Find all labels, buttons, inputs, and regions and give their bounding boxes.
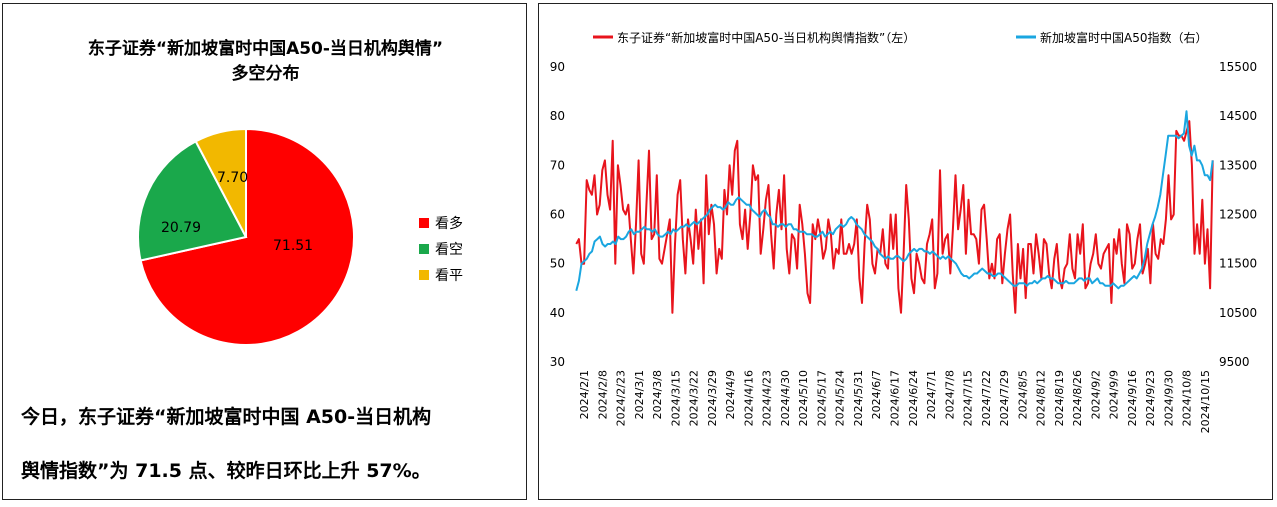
- x-tick-31: 2024/9/23: [1144, 370, 1157, 426]
- pie-value-label-0: 71.51: [273, 238, 313, 254]
- pie-slice-0: [139, 127, 355, 346]
- x-tick-24: 2024/8/5: [1016, 370, 1029, 419]
- x-tick-11: 2024/4/30: [779, 370, 792, 426]
- y-left-tick-1: 40: [550, 306, 565, 320]
- pie-slice-1: [137, 140, 248, 262]
- x-tick-9: 2024/4/16: [742, 370, 755, 426]
- legend-swatch-1: [419, 244, 429, 254]
- line-chart-panel: 30 40 50 60 70 80 90 9500 10500 11500 12500 13500 14…: [538, 3, 1273, 500]
- pie-value-label-2: 7.70: [217, 170, 248, 186]
- x-tick-32: 2024/9/30: [1162, 370, 1175, 426]
- y-right-tick-6: 15500: [1219, 60, 1257, 74]
- y-left-tick-5: 80: [550, 109, 565, 123]
- x-tick-18: 2024/6/24: [907, 370, 920, 426]
- legend-text-0: 东子证券“新加坡富时中国A50-当日机构舆情指数”（左）: [617, 30, 915, 45]
- x-tick-28: 2024/9/2: [1089, 370, 1102, 419]
- x-tick-17: 2024/6/17: [889, 370, 902, 426]
- x-tick-27: 2024/8/26: [1071, 370, 1084, 426]
- legend-swatch-2: [419, 270, 429, 280]
- summary-line-1: 今日，东子证券“新加坡富时中国 A50-当日机构: [21, 406, 432, 428]
- y-right-tick-1: 10500: [1219, 306, 1257, 320]
- y-right-tick-5: 14500: [1219, 109, 1257, 123]
- legend-swatch-0: [419, 218, 429, 228]
- line-chart: 30 40 50 60 70 80 90 9500 10500 11500 12500 13500 14…: [550, 30, 1257, 433]
- pie-title-line1: 东子证券“新加坡富时中国A50-当日机构舆情”: [87, 39, 444, 59]
- y-right-tick-0: 9500: [1219, 355, 1250, 369]
- x-tick-13: 2024/5/17: [815, 370, 828, 426]
- legend-label-0: 看多: [435, 215, 463, 232]
- x-tick-33: 2024/10/8: [1181, 370, 1194, 426]
- series-line-0: [575, 120, 1214, 314]
- x-tick-1: 2024/2/8: [596, 370, 609, 419]
- legend-label-1: 看空: [435, 242, 463, 258]
- x-tick-15: 2024/5/31: [852, 370, 865, 426]
- pie-panel: 东子证券“新加坡富时中国A50-当日机构舆情” 多空分布 71.51 20.79 7…: [2, 3, 527, 500]
- x-tick-34: 2024/10/15: [1199, 370, 1212, 433]
- x-tick-21: 2024/7/15: [962, 370, 975, 426]
- x-tick-19: 2024/7/1: [925, 370, 938, 419]
- y-left-tick-0: 30: [550, 355, 565, 369]
- pie-slice-2: [194, 127, 247, 238]
- x-tick-12: 2024/5/10: [797, 370, 810, 426]
- x-tick-7: 2024/3/29: [706, 370, 719, 426]
- y-left-tick-3: 60: [550, 208, 565, 222]
- x-tick-16: 2024/6/7: [870, 370, 883, 419]
- x-tick-25: 2024/8/12: [1035, 370, 1048, 426]
- x-tick-26: 2024/8/19: [1053, 370, 1066, 426]
- x-tick-2: 2024/2/23: [615, 370, 628, 426]
- x-tick-0: 2024/2/1: [578, 370, 591, 419]
- x-tick-6: 2024/3/22: [688, 370, 701, 426]
- summary-line-2: 舆情指数”为 71.5 点、较昨日环比上升 57%。: [21, 460, 431, 482]
- x-tick-5: 2024/3/15: [669, 370, 682, 426]
- y-right-tick-2: 11500: [1219, 257, 1257, 271]
- x-tick-3: 2024/3/1: [633, 370, 646, 419]
- x-tick-23: 2024/7/29: [998, 370, 1011, 426]
- x-tick-22: 2024/7/22: [980, 370, 993, 426]
- x-tick-8: 2024/4/9: [724, 370, 737, 419]
- x-tick-29: 2024/9/9: [1108, 370, 1121, 419]
- pie-value-label-1: 20.79: [161, 220, 201, 236]
- y-left-tick-6: 90: [550, 60, 565, 74]
- legend-label-2: 看平: [435, 268, 463, 284]
- x-tick-10: 2024/4/23: [761, 370, 774, 426]
- x-tick-14: 2024/5/24: [834, 370, 847, 426]
- x-tick-30: 2024/9/16: [1126, 370, 1139, 426]
- y-left-tick-2: 50: [550, 257, 565, 271]
- y-right-tick-3: 12500: [1219, 208, 1257, 222]
- x-tick-20: 2024/7/8: [943, 370, 956, 419]
- y-left-tick-4: 70: [550, 158, 565, 172]
- legend-text-1: 新加坡富时中国A50指数（右）: [1040, 30, 1207, 45]
- pie-title-line2: 多空分布: [231, 64, 300, 84]
- series-line-1: [575, 110, 1214, 291]
- y-right-tick-4: 13500: [1219, 158, 1257, 172]
- x-tick-4: 2024/3/8: [651, 370, 664, 419]
